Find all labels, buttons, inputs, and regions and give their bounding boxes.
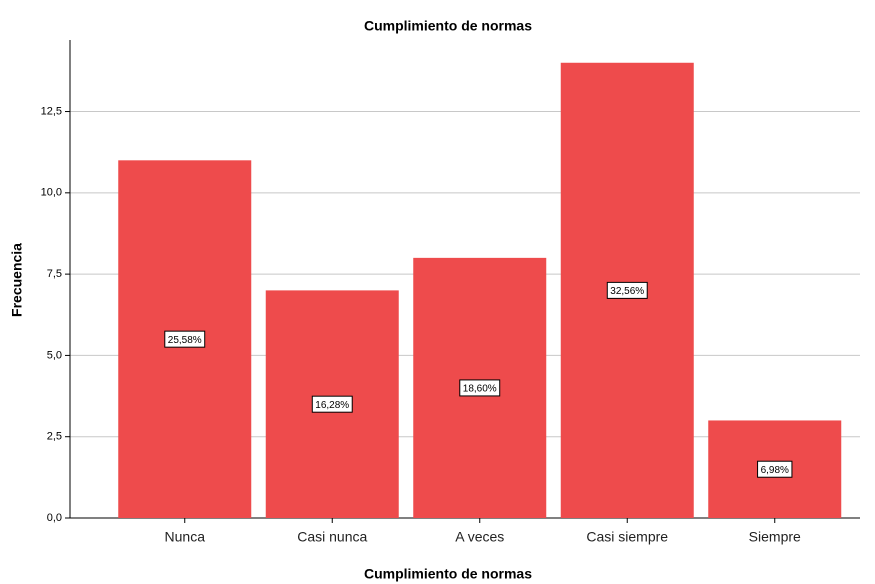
percentage-label: 16,28% <box>315 400 349 411</box>
chart-title: Cumplimiento de normas <box>364 18 532 34</box>
y-tick-label: 7,5 <box>47 268 62 280</box>
y-tick-label: 5,0 <box>47 349 62 361</box>
percentage-label-box <box>164 330 206 348</box>
percentage-label: 25,58% <box>168 335 202 346</box>
x-tick-label: A veces <box>455 529 504 545</box>
percentage-label-box <box>757 460 793 478</box>
percentage-label-box <box>311 395 353 413</box>
y-axis-title: Frecuencia <box>9 243 25 317</box>
y-tick-label: 12,5 <box>41 105 62 117</box>
x-tick-label: Casi nunca <box>297 529 367 545</box>
percentage-label: 18,60% <box>463 384 497 395</box>
percentage-label-box <box>459 379 501 397</box>
x-tick-label: Nunca <box>165 529 206 545</box>
x-axis-title: Cumplimiento de normas <box>364 566 532 582</box>
x-tick-label: Siempre <box>749 529 801 545</box>
y-tick-label: 2,5 <box>47 431 62 443</box>
x-tick-label: Casi siempre <box>586 529 668 545</box>
y-tick-label: 0,0 <box>47 512 62 524</box>
percentage-label-box <box>606 281 648 299</box>
percentage-label: 6,98% <box>761 465 789 476</box>
percentage-label: 32,56% <box>610 286 644 297</box>
y-tick-label: 10,0 <box>41 187 62 199</box>
